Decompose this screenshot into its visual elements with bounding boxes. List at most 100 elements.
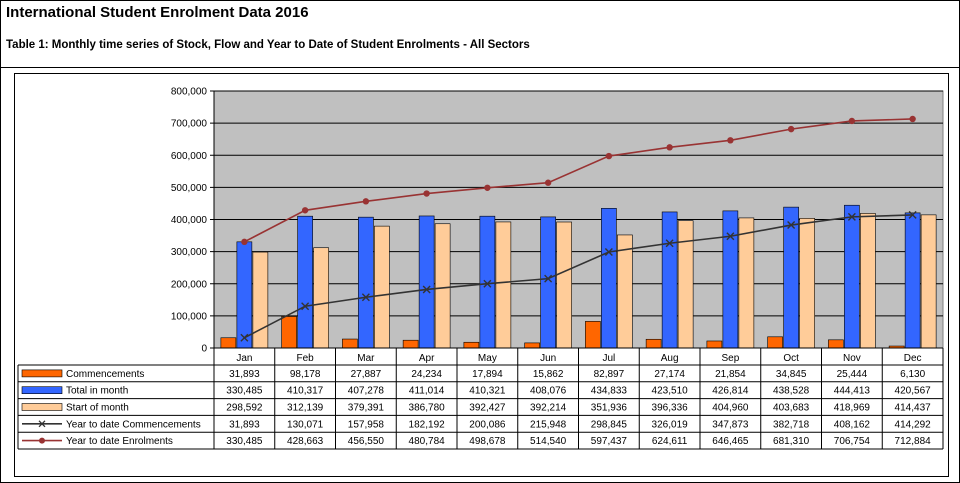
data-cell: 130,071 [287,419,324,430]
marker-year-to-date-enrolments [241,238,248,246]
y-tick-label: 500,000 [171,183,208,194]
x-tick-label: Oct [783,353,799,364]
data-cell: 27,174 [654,369,685,380]
marker-year-to-date-commencements [726,232,735,241]
marker-year-to-date-commencements [544,274,553,283]
x-tick-label: Jul [602,353,615,364]
marker-year-to-date-enrolments [666,144,673,151]
data-cell: 456,550 [348,436,385,447]
marker-year-to-date-commencements [240,333,249,342]
bar-commencements [220,337,237,349]
x-tick-label: Jun [540,353,556,364]
data-cell: 646,465 [712,436,749,447]
data-cell: 15,862 [533,369,564,380]
bar-total-in-month [358,216,374,349]
data-cell: 200,086 [469,419,506,430]
data-cell: 347,873 [712,419,749,430]
y-tick-label: 800,000 [171,87,208,98]
bar-commencements [281,316,297,349]
bar-commencements [463,341,480,349]
data-cell: 27,887 [351,369,382,380]
bar-start-of-month [434,223,451,349]
x-tick-label: Sep [721,353,739,364]
bar-commencements [402,339,419,349]
data-cell: 31,893 [229,369,260,380]
marker-year-to-date-commencements [422,285,431,294]
data-cell: 624,611 [652,436,688,447]
x-tick-label: Mar [357,353,375,364]
marker-year-to-date-commencements [301,302,310,311]
legend-swatch [21,369,63,378]
x-tick-label: Feb [297,353,315,364]
bar-total-in-month [540,216,556,349]
bar-start-of-month [495,221,512,349]
data-cell: 351,936 [591,403,628,414]
legend-label: Commencements [66,369,144,380]
line-year-to-date-enrolments [244,118,913,243]
page-title: International Student Enrolment Data 201… [6,4,309,21]
x-tick-label: Dec [904,353,922,364]
y-tick-label: 200,000 [171,279,208,290]
data-cell: 330,485 [226,386,263,397]
legend-label: Year to date Enrolments [66,436,173,447]
marker-year-to-date-enrolments [423,190,430,197]
legend-marker [38,420,46,428]
legend-swatch [21,386,63,395]
data-cell: 418,969 [834,403,871,414]
data-cell: 428,663 [287,436,324,447]
data-cell: 434,833 [591,386,628,397]
data-cell: 31,893 [229,419,260,430]
bar-total-in-month [236,241,253,349]
data-cell: 414,292 [895,419,932,430]
data-cell: 597,437 [591,436,628,447]
x-tick-label: Jan [236,353,252,364]
data-cell: 480,784 [409,436,446,447]
header-divider [1,67,959,68]
data-cell: 420,567 [895,386,932,397]
bar-start-of-month [920,214,937,349]
data-cell: 326,019 [652,419,689,430]
bar-total-in-month [722,210,739,349]
marker-year-to-date-commencements [361,293,370,302]
bar-start-of-month [374,225,390,349]
bar-start-of-month [860,213,876,349]
y-tick-label: 300,000 [171,247,208,258]
data-cell: 514,540 [530,436,567,447]
bar-start-of-month [677,220,694,349]
data-cell: 98,178 [290,369,321,380]
bar-start-of-month [738,217,755,349]
enrolment-chart: 0 100,000 200,000 300,000 400,000 500,000 600,… [17,87,944,450]
bar-commencements [706,340,723,349]
bar-start-of-month [313,247,329,349]
marker-year-to-date-enrolments [362,198,370,205]
line-year-to-date-commencements [244,214,913,339]
table-subtitle: Table 1: Monthly time series of Stock, F… [6,39,530,51]
bar-total-in-month [418,215,435,349]
bar-total-in-month [479,215,496,349]
bar-start-of-month [617,234,633,349]
data-cell: 414,437 [895,403,932,414]
data-cell: 410,321 [469,386,506,397]
marker-year-to-date-enrolments [848,117,856,125]
legend-label: Start of month [66,403,129,414]
bar-commencements [585,321,601,349]
data-cell: 82,897 [594,369,625,380]
data-cell: 712,884 [895,436,932,447]
y-tick-label: 600,000 [171,151,208,162]
data-cell: 182,192 [409,419,446,430]
x-tick-label: May [478,353,497,364]
bar-total-in-month [297,215,313,349]
data-cell: 379,391 [348,403,385,414]
data-cell: 382,718 [773,419,810,430]
data-cell: 386,780 [409,403,446,414]
bar-start-of-month [799,218,815,349]
y-tick-label: 400,000 [171,215,208,226]
data-cell: 24,234 [411,369,442,380]
marker-year-to-date-enrolments [544,179,552,186]
bar-start-of-month [252,251,269,349]
data-cell: 215,948 [530,419,567,430]
data-cell: 34,845 [776,369,807,380]
data-cell: 392,214 [530,403,567,414]
marker-year-to-date-enrolments [727,137,734,144]
legend-label: Total in month [66,386,128,397]
